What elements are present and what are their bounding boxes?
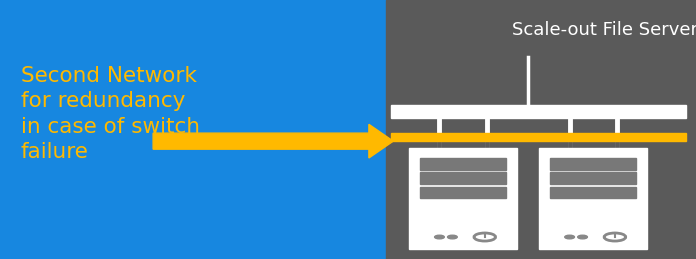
FancyArrow shape bbox=[153, 124, 393, 158]
Bar bbox=[386, 0, 696, 259]
Text: Scale-out File Server: Scale-out File Server bbox=[512, 21, 696, 39]
Circle shape bbox=[448, 235, 457, 239]
Bar bbox=[391, 105, 686, 118]
Bar bbox=[550, 186, 636, 198]
Text: Second Network
for redundancy
in case of switch
failure: Second Network for redundancy in case of… bbox=[21, 66, 200, 162]
Bar bbox=[420, 186, 506, 198]
Circle shape bbox=[434, 235, 444, 239]
Circle shape bbox=[578, 235, 587, 239]
Bar bbox=[420, 172, 506, 184]
Bar bbox=[391, 133, 686, 141]
Bar bbox=[550, 172, 636, 184]
Circle shape bbox=[564, 235, 574, 239]
Bar bbox=[539, 148, 647, 249]
Bar bbox=[420, 158, 506, 170]
Bar bbox=[550, 158, 636, 170]
Bar bbox=[409, 148, 517, 249]
